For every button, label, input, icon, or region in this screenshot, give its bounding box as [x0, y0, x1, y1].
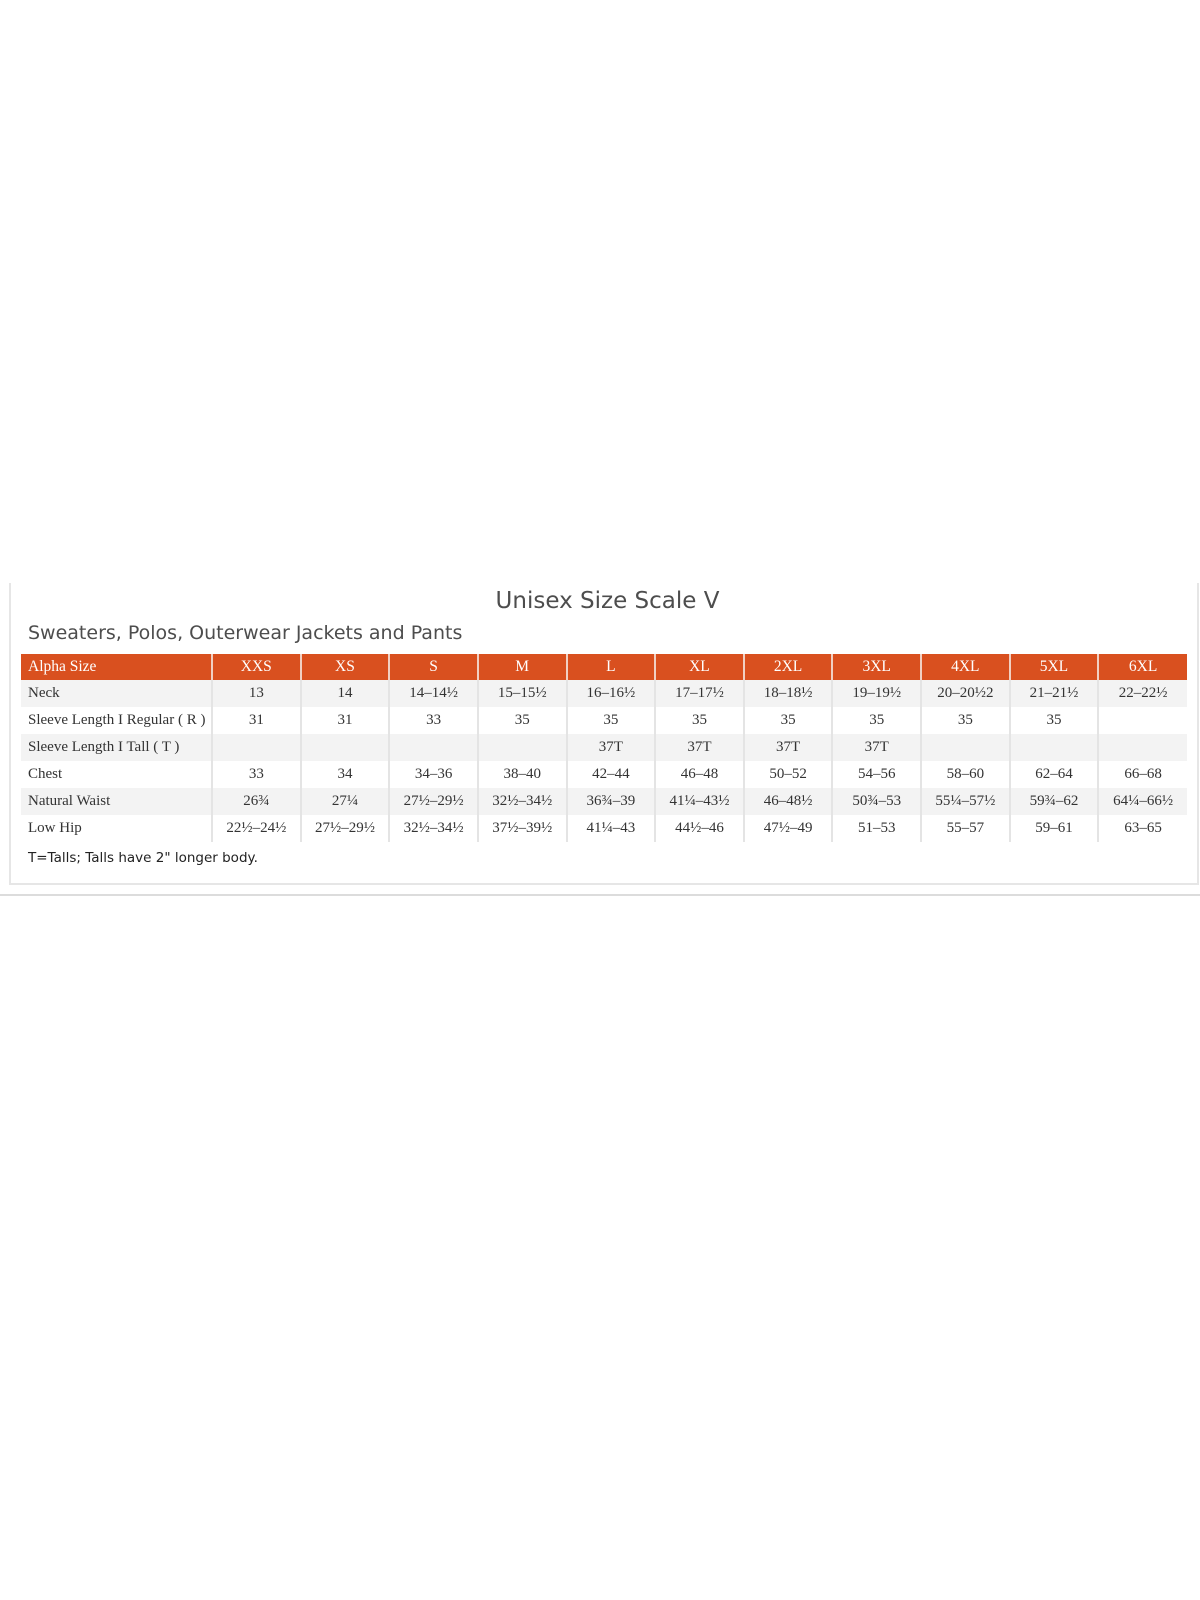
- column-header: XL: [654, 654, 744, 680]
- table-cell: 38–40: [476, 761, 567, 788]
- table-cell: 64¼–66½: [1097, 788, 1187, 815]
- row-label: Sleeve Length I Tall ( T ): [21, 734, 212, 761]
- table-cell: 41¼–43½: [654, 788, 744, 815]
- table-cell: 37½–39½: [476, 815, 567, 842]
- size-table: Alpha Size XXS XS S M L XL 2XL 3XL 4XL 5XL 6XL Neck…: [21, 654, 1187, 842]
- table-cell: 47½–49: [742, 815, 833, 842]
- table-row: Natural Waist 26¾ 27¼ 27½–29½ 32½–34½ 36¾–39 4…: [21, 788, 1187, 815]
- chart-subtitle: Sweaters, Polos, Outerwear Jackets and P…: [28, 622, 463, 644]
- row-label: Neck: [21, 680, 212, 707]
- table-row: Low Hip 22½–24½ 27½–29½ 32½–34½ 37½–39½ 41¼–4…: [21, 815, 1187, 842]
- table-cell: 62–64: [1008, 761, 1099, 788]
- table-cell: 55¼–57½: [920, 788, 1010, 815]
- table-row: Chest 33 34 34–36 38–40 42–44 46–48 50–52 54–56 5…: [21, 761, 1187, 788]
- column-header: M: [476, 654, 567, 680]
- column-header: XXS: [211, 654, 301, 680]
- table-row: Sleeve Length I Tall ( T ) 37T 37T 37T 37T: [21, 734, 1187, 761]
- table-cell: 37T: [565, 734, 656, 761]
- column-header: XS: [299, 654, 390, 680]
- table-cell: 35: [476, 707, 567, 734]
- table-cell: 42–44: [565, 761, 656, 788]
- table-cell: 58–60: [920, 761, 1010, 788]
- table-cell: 31: [211, 707, 301, 734]
- table-cell: [388, 734, 478, 761]
- table-cell: 59–61: [1008, 815, 1099, 842]
- column-header: L: [565, 654, 656, 680]
- column-header: 5XL: [1008, 654, 1099, 680]
- table-cell: 16–16½: [565, 680, 656, 707]
- table-cell: [299, 734, 390, 761]
- row-label: Low Hip: [28, 820, 82, 836]
- table-cell: 37T: [742, 734, 833, 761]
- table-cell: 55–57: [920, 815, 1010, 842]
- table-cell: 20–20½2: [920, 680, 1010, 707]
- table-cell: 33: [388, 707, 478, 734]
- table-cell: 31: [299, 707, 390, 734]
- table-cell: [920, 734, 1010, 761]
- table-cell: [211, 734, 301, 761]
- table-cell: 35: [831, 707, 921, 734]
- table-cell: 15–15½: [476, 680, 567, 707]
- table-cell: 19–19½: [831, 680, 921, 707]
- table-cell: 54–56: [831, 761, 921, 788]
- table-cell: 27½–29½: [299, 815, 390, 842]
- table-cell: 50–52: [742, 761, 833, 788]
- row-label: Chest: [28, 766, 63, 782]
- table-cell: [1097, 707, 1187, 734]
- table-cell: 18–18½: [742, 680, 833, 707]
- table-cell: 35: [1008, 707, 1099, 734]
- table-cell: 14–14½: [388, 680, 478, 707]
- chart-title: Unisex Size Scale V: [495, 588, 720, 614]
- table-cell: 35: [920, 707, 1010, 734]
- row-label: Natural Waist: [21, 788, 212, 815]
- table-cell: 46–48½: [742, 788, 833, 815]
- table-row: Neck 13 14 14–14½ 15–15½ 16–16½ 17–17½ 18–18½ 19…: [21, 680, 1187, 707]
- footnote: T=Talls; Talls have 2" longer body.: [28, 850, 258, 866]
- table-cell: 35: [742, 707, 833, 734]
- table-cell: 33: [211, 761, 301, 788]
- table-cell: [1097, 734, 1187, 761]
- table-cell: 35: [654, 707, 744, 734]
- table-cell: 32½–34½: [388, 815, 478, 842]
- table-cell: 44½–46: [654, 815, 744, 842]
- row-label: Sleeve Length I Regular ( R ): [28, 712, 206, 728]
- table-cell: 17–17½: [654, 680, 744, 707]
- table-cell: 21–21½: [1008, 680, 1099, 707]
- column-header: 4XL: [920, 654, 1010, 680]
- table-cell: 63–65: [1097, 815, 1187, 842]
- table-cell: 51–53: [831, 815, 921, 842]
- table-cell: 22–22½: [1097, 680, 1187, 707]
- table-cell: 66–68: [1097, 761, 1187, 788]
- table-cell: 13: [211, 680, 301, 707]
- table-cell: 27¼: [299, 788, 390, 815]
- table-cell: 41¼–43: [565, 815, 656, 842]
- column-header: Alpha Size: [21, 654, 212, 680]
- table-cell: 22½–24½: [211, 815, 301, 842]
- table-cell: 35: [565, 707, 656, 734]
- table-row: Sleeve Length I Regular ( R ) 31 31 33 35 35 3…: [21, 707, 1187, 734]
- table-cell: [476, 734, 567, 761]
- table-cell: 37T: [654, 734, 744, 761]
- table-cell: 59¾–62: [1008, 788, 1099, 815]
- table-cell: 36¾–39: [565, 788, 656, 815]
- table-cell: 34: [299, 761, 390, 788]
- table-cell: [1008, 734, 1099, 761]
- table-cell: 34–36: [388, 761, 478, 788]
- column-header: 6XL: [1097, 654, 1187, 680]
- divider: [0, 894, 1200, 896]
- column-header: S: [388, 654, 478, 680]
- table-cell: 32½–34½: [476, 788, 567, 815]
- table-cell: 50¾–53: [831, 788, 921, 815]
- column-header: 3XL: [831, 654, 921, 680]
- table-cell: 27½–29½: [388, 788, 478, 815]
- column-header: 2XL: [742, 654, 833, 680]
- table-cell: 37T: [831, 734, 921, 761]
- header-row: Alpha Size XXS XS S M L XL 2XL 3XL 4XL 5XL 6XL: [21, 654, 1187, 680]
- table-cell: 26¾: [211, 788, 301, 815]
- table-cell: 14: [299, 680, 390, 707]
- table-cell: 46–48: [654, 761, 744, 788]
- size-chart-card: [9, 583, 1199, 885]
